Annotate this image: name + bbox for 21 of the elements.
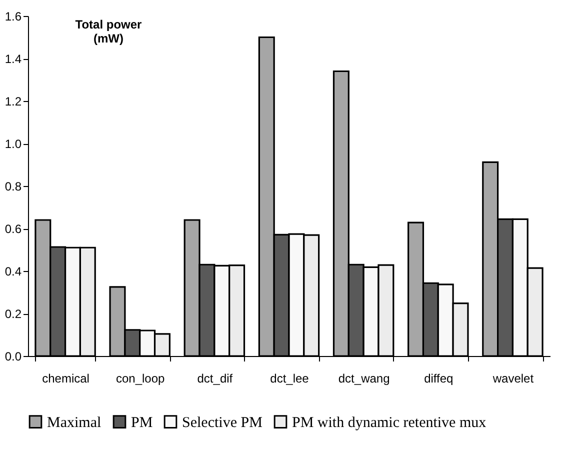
y-tick-label: 1.2 bbox=[4, 94, 22, 108]
y-tick-label: 0.4 bbox=[4, 264, 22, 278]
x-tick-label: con_loop bbox=[116, 372, 166, 386]
legend-label: Selective PM bbox=[182, 414, 262, 431]
legend-label: Maximal bbox=[47, 414, 102, 431]
x-tick-label: wavelet bbox=[492, 372, 534, 386]
y-tick-label: 0.6 bbox=[4, 222, 22, 236]
x-tick-label: diffeq bbox=[424, 372, 454, 386]
y-tick-label: 0.8 bbox=[4, 180, 22, 194]
x-tick-label: dct_wang bbox=[338, 372, 390, 386]
y-tick-label: 0.2 bbox=[4, 307, 22, 321]
legend-label: PM bbox=[131, 414, 153, 431]
y-tick-label: 1.6 bbox=[4, 10, 22, 24]
x-tick-label: dct_dif bbox=[197, 372, 234, 386]
y-tick-label: 0.0 bbox=[4, 350, 22, 364]
y-tick-label: 1.4 bbox=[4, 52, 22, 66]
y-tick-label: 1.0 bbox=[4, 137, 22, 151]
y-axis-title: Total power (mW) bbox=[75, 18, 142, 46]
x-tick-label: chemical bbox=[42, 372, 90, 386]
x-tick-label: dct_lee bbox=[270, 372, 310, 386]
legend-label: PM with dynamic retentive mux bbox=[292, 414, 487, 431]
